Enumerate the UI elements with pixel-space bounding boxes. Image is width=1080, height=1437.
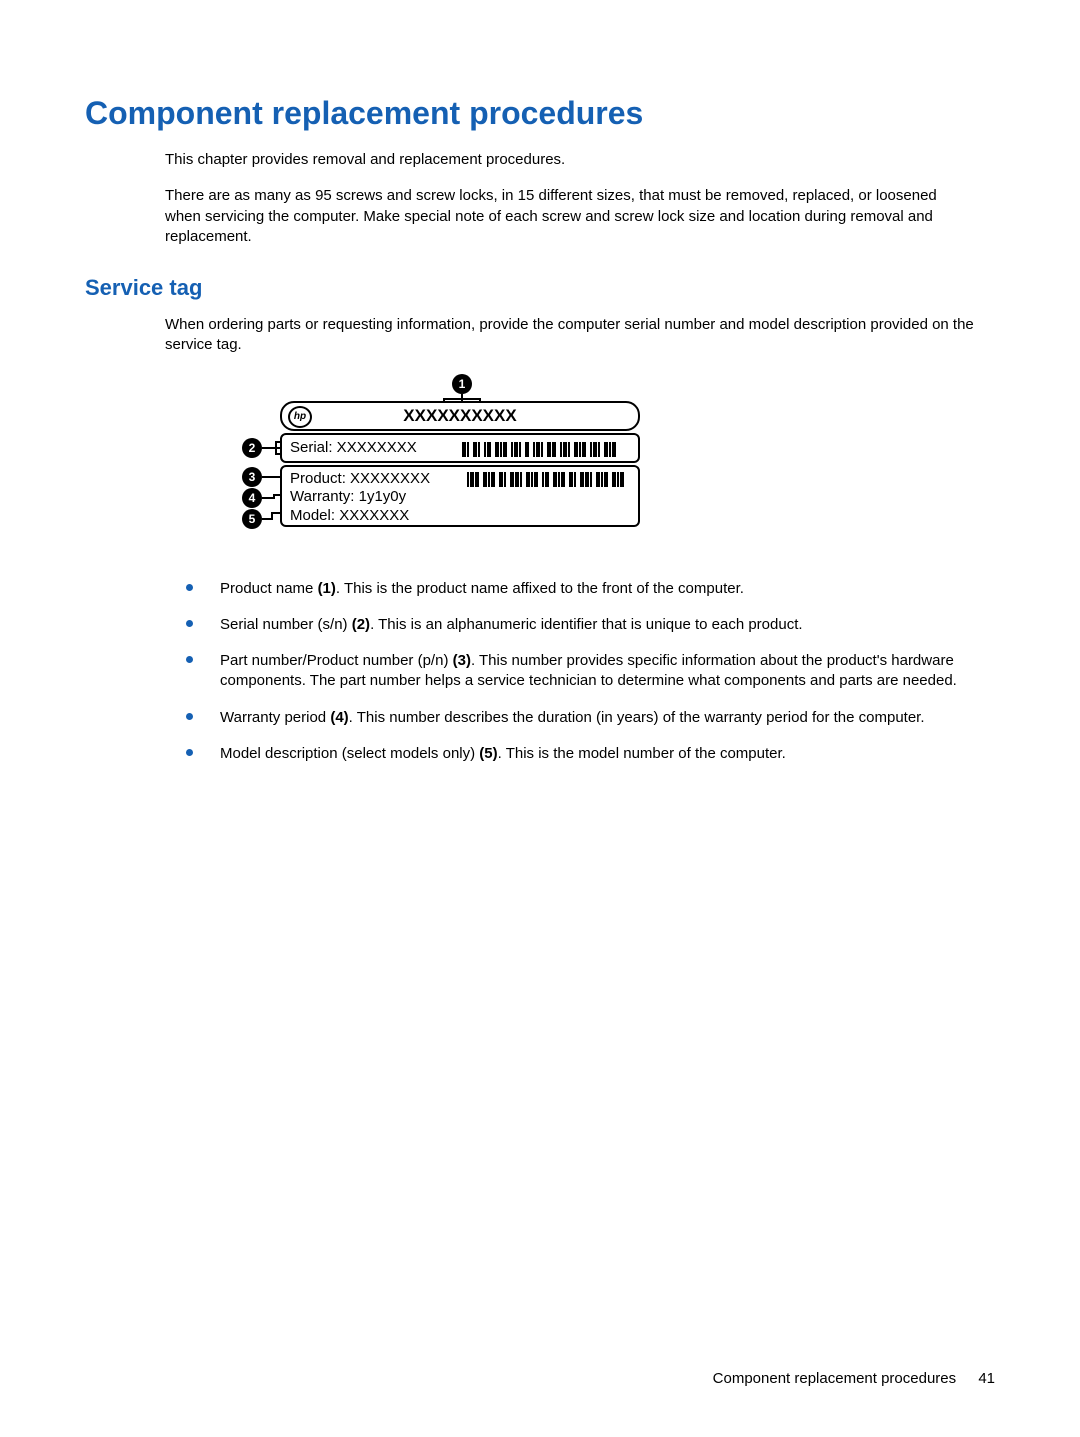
bullet-num: (4) bbox=[330, 709, 348, 726]
tag-model-label: Model: XXXXXXX bbox=[290, 507, 630, 526]
lead-line bbox=[275, 453, 281, 455]
bullet-icon bbox=[186, 749, 193, 756]
bullet-icon bbox=[186, 656, 193, 663]
bullet-lead: Model description (select models only) bbox=[220, 745, 479, 762]
bullet-num: (2) bbox=[352, 616, 370, 633]
callout-3: 3 bbox=[242, 467, 262, 487]
bullet-num: (5) bbox=[479, 745, 497, 762]
tag-serial-box: Serial: XXXXXXXX bbox=[280, 433, 640, 463]
service-tag-diagram: 1 hp XXXXXXXXXX Serial: XXXXXXXX Product… bbox=[165, 374, 645, 554]
bullet-lead: Part number/Product number (p/n) bbox=[220, 652, 453, 669]
intro-paragraph-1: This chapter provides removal and replac… bbox=[165, 150, 975, 170]
list-item: Serial number (s/n) (2). This is an alph… bbox=[180, 615, 975, 635]
lead-line bbox=[271, 512, 281, 514]
lead-line bbox=[273, 494, 281, 496]
callout-1: 1 bbox=[452, 374, 472, 394]
page-number: 41 bbox=[978, 1370, 995, 1387]
lead-line bbox=[262, 476, 281, 478]
hp-logo-icon: hp bbox=[288, 406, 312, 428]
bullet-list: Product name (1). This is the product na… bbox=[180, 579, 975, 765]
tag-warranty-label: Warranty: 1y1y0y bbox=[290, 488, 630, 507]
footer-text: Component replacement procedures bbox=[713, 1370, 956, 1387]
callout-4: 4 bbox=[242, 488, 262, 508]
lead-line bbox=[443, 398, 481, 400]
list-item: Warranty period (4). This number describ… bbox=[180, 708, 975, 728]
bullet-icon bbox=[186, 713, 193, 720]
barcode-icon bbox=[462, 442, 632, 457]
bullet-icon bbox=[186, 620, 193, 627]
lead-line bbox=[275, 441, 281, 443]
page-footer: Component replacement procedures 41 bbox=[713, 1370, 995, 1387]
intro-paragraph-2: There are as many as 95 screws and screw… bbox=[165, 186, 975, 247]
list-item: Model description (select models only) (… bbox=[180, 744, 975, 764]
tag-detail-box: Product: XXXXXXXX Warranty: 1y1y0y Model… bbox=[280, 465, 640, 527]
page-title: Component replacement procedures bbox=[85, 95, 995, 132]
bullet-num: (3) bbox=[453, 652, 471, 669]
tag-header-text: XXXXXXXXXX bbox=[403, 406, 516, 426]
bullet-lead: Product name bbox=[220, 580, 318, 597]
list-item: Product name (1). This is the product na… bbox=[180, 579, 975, 599]
callout-2: 2 bbox=[242, 438, 262, 458]
bullet-tail: . This is the product name affixed to th… bbox=[336, 580, 744, 597]
bullet-num: (1) bbox=[318, 580, 336, 597]
callout-5: 5 bbox=[242, 509, 262, 529]
tag-header-box: hp XXXXXXXXXX bbox=[280, 401, 640, 431]
bullet-tail: . This number describes the duration (in… bbox=[349, 709, 925, 726]
bullet-lead: Warranty period bbox=[220, 709, 330, 726]
tag-serial-label: Serial: XXXXXXXX bbox=[290, 439, 417, 456]
barcode-icon bbox=[467, 472, 632, 487]
service-tag-paragraph: When ordering parts or requesting inform… bbox=[165, 315, 975, 356]
bullet-lead: Serial number (s/n) bbox=[220, 616, 352, 633]
lead-line bbox=[262, 447, 281, 449]
bullet-icon bbox=[186, 584, 193, 591]
list-item: Part number/Product number (p/n) (3). Th… bbox=[180, 651, 975, 692]
bullet-tail: . This is an alphanumeric identifier tha… bbox=[370, 616, 802, 633]
section-heading-service-tag: Service tag bbox=[85, 275, 995, 301]
bullet-tail: . This is the model number of the comput… bbox=[498, 745, 786, 762]
